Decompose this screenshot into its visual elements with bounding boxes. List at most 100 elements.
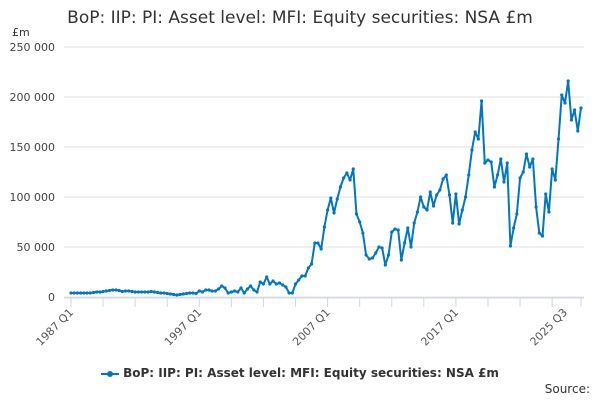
data-point (181, 292, 185, 296)
data-point (502, 180, 506, 184)
data-point (271, 279, 275, 283)
data-point (537, 231, 541, 235)
data-point (149, 289, 153, 294)
data-point (146, 290, 150, 294)
data-point (550, 167, 554, 171)
data-point (342, 176, 346, 180)
data-point (104, 289, 108, 293)
data-point (120, 289, 124, 294)
data-point (374, 251, 378, 255)
data-point (399, 258, 403, 262)
data-point (133, 290, 137, 294)
data-point (165, 291, 169, 296)
y-tick-label: 50 000 (17, 241, 56, 254)
data-point (290, 291, 294, 295)
data-point (364, 253, 368, 257)
data-point (486, 158, 490, 162)
data-point (178, 292, 182, 297)
data-point (332, 211, 336, 215)
data-point (335, 197, 339, 201)
data-point (220, 284, 224, 288)
data-point (210, 289, 214, 293)
data-point (435, 193, 439, 197)
data-point (242, 291, 246, 295)
data-point (184, 291, 189, 296)
data-point (419, 195, 423, 199)
data-point (489, 160, 493, 164)
data-point (569, 118, 573, 122)
data-point (281, 283, 285, 287)
x-tick-label: 1997 Q1 (162, 306, 205, 349)
data-point (204, 288, 208, 292)
data-point (406, 226, 410, 230)
data-point (213, 289, 217, 293)
y-tick-label: 200 000 (10, 91, 56, 104)
data-point (101, 289, 105, 294)
data-point (88, 291, 92, 295)
data-point (207, 288, 211, 292)
series-line (71, 80, 582, 296)
data-point (152, 290, 156, 294)
legend-swatch (101, 370, 120, 377)
data-point (326, 208, 330, 212)
data-point (380, 246, 384, 250)
y-tick-label: 100 000 (10, 191, 56, 204)
data-point (322, 225, 326, 229)
legend-label: BoP: IIP: PI: Asset level: MFI: Equity s… (123, 366, 499, 380)
data-point (300, 274, 304, 278)
data-point (463, 195, 468, 199)
data-point (232, 289, 237, 293)
data-point (412, 221, 416, 225)
data-point (431, 204, 436, 208)
data-point (200, 290, 205, 294)
data-point (572, 108, 577, 112)
data-point (358, 220, 362, 224)
data-point (309, 262, 314, 266)
data-point (143, 290, 147, 294)
data-point (396, 228, 400, 232)
data-point (556, 137, 561, 141)
data-point (524, 152, 529, 156)
data-point (383, 263, 387, 267)
data-point (316, 241, 320, 245)
data-point (544, 192, 548, 196)
data-point (98, 290, 102, 294)
data-point (409, 245, 413, 249)
data-point (566, 79, 570, 83)
data-point (473, 130, 477, 134)
data-point (79, 291, 83, 295)
data-point (127, 289, 131, 293)
data-point (553, 178, 557, 182)
y-axis-label: £m (12, 26, 30, 39)
data-point (117, 288, 121, 293)
data-point (236, 290, 240, 294)
data-point (172, 292, 176, 297)
legend[interactable]: BoP: IIP: PI: Asset level: MFI: Equity s… (0, 366, 600, 380)
data-point (136, 290, 140, 294)
data-point (162, 291, 166, 295)
data-point (95, 290, 99, 294)
data-point (415, 210, 420, 214)
data-point (505, 161, 509, 165)
y-tick-label: 0 (48, 291, 55, 304)
data-point (168, 292, 173, 296)
data-point (72, 291, 76, 295)
x-tick-label: 2007 Q1 (290, 306, 333, 349)
data-point (159, 291, 163, 295)
data-point (470, 148, 474, 152)
data-point (361, 231, 365, 235)
data-point (370, 256, 375, 260)
data-point (175, 293, 179, 297)
data-point (274, 282, 278, 286)
data-point (255, 290, 259, 294)
data-point (156, 290, 160, 295)
data-point (223, 286, 227, 290)
data-point (268, 282, 272, 286)
data-point (338, 185, 343, 189)
data-point (239, 286, 243, 290)
data-point (111, 288, 115, 292)
data-point (540, 234, 545, 238)
data-point (467, 173, 471, 177)
data-point (139, 290, 144, 294)
data-point (265, 275, 269, 279)
